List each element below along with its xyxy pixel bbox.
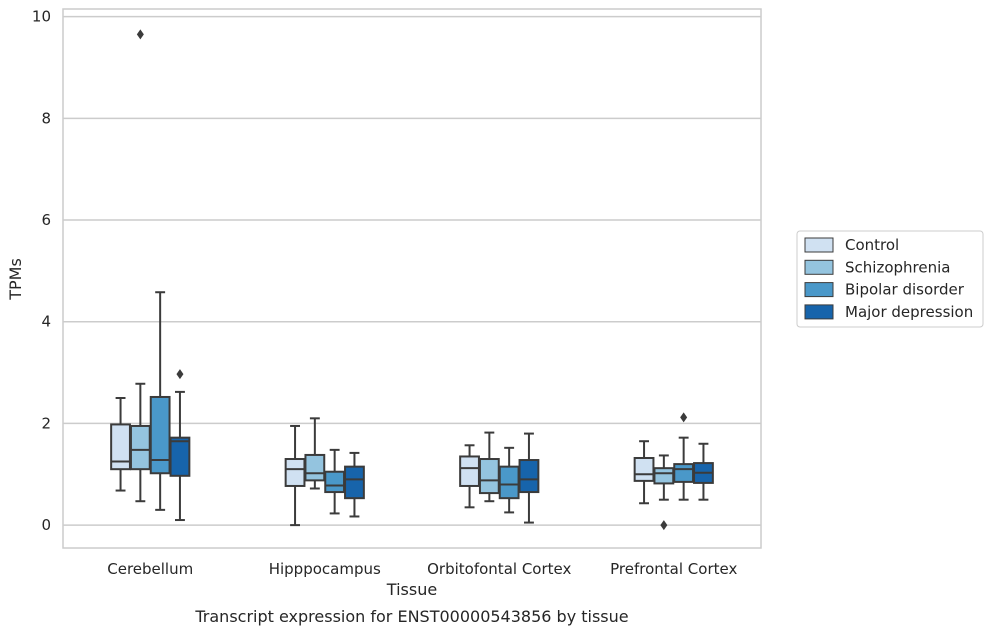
y-tick-label: 2: [41, 414, 51, 432]
plot-frame: [62, 8, 762, 549]
box-body: [149, 395, 171, 475]
box-group: [478, 431, 500, 503]
box-body: [459, 455, 480, 487]
box-group: [653, 454, 675, 531]
x-tick-label: Prefrontal Cortex: [610, 560, 737, 578]
box-body: [324, 470, 346, 494]
box-body: [169, 436, 191, 477]
outlier-point: [176, 369, 184, 380]
box-body: [633, 456, 655, 482]
outlier-point: [660, 520, 668, 531]
y-tick-label: 10: [32, 8, 51, 26]
box-group: [518, 432, 540, 524]
box-group: [284, 424, 306, 527]
legend-label: Major depression: [845, 303, 973, 321]
box-group: [498, 446, 520, 514]
x-tick-label: Orbitofontal Cortex: [427, 560, 571, 578]
box-group: [324, 448, 346, 515]
box-group: [129, 29, 151, 503]
box-group: [169, 369, 191, 522]
legend-label: Bipolar disorder: [845, 281, 965, 299]
box-body: [304, 453, 326, 482]
outlier-point: [136, 29, 144, 40]
box-body: [498, 465, 520, 500]
legend-label: Schizophrenia: [845, 258, 950, 276]
box-group: [693, 442, 714, 501]
box-body: [653, 467, 675, 485]
box-group: [459, 444, 480, 509]
box-body: [518, 459, 540, 494]
box-group: [673, 412, 695, 501]
legend: Control Schizophrenia Bipolar disorder Majo…: [796, 230, 984, 328]
box-group: [149, 291, 171, 511]
legend-label: Control: [845, 236, 899, 254]
legend-swatch: [804, 282, 834, 298]
box-groups: [110, 29, 714, 531]
box-body: [478, 458, 500, 495]
x-tick-label: Cerebellum: [107, 560, 193, 578]
x-axis-title: Tissue: [386, 580, 437, 599]
box-group: [304, 417, 326, 490]
box-group: [110, 396, 131, 492]
legend-swatch: [804, 259, 834, 275]
box-body: [284, 458, 306, 487]
box-group: [633, 440, 655, 505]
legend-frame: [796, 230, 984, 328]
x-tick-label: Hipppocampus: [269, 560, 381, 578]
legend-swatch: [804, 304, 834, 320]
y-axis-title: TPMs: [6, 258, 25, 301]
outlier-point: [680, 412, 688, 423]
box-body: [344, 465, 365, 500]
x-tick-labels: Cerebellum Hipppocampus Orbitofontal Corte…: [107, 560, 737, 578]
legend-swatch: [804, 237, 834, 253]
box-body: [129, 424, 151, 471]
box-body: [673, 463, 695, 483]
box-group: [344, 451, 365, 518]
y-tick-label: 6: [41, 211, 51, 229]
y-tick-label: 8: [41, 109, 51, 127]
y-tick-label: 4: [41, 313, 51, 331]
chart-caption: Transcript expression for ENST0000054385…: [194, 607, 628, 626]
y-tick-label: 0: [41, 516, 51, 534]
y-tick-labels: 0 2 4 6 8 10: [32, 8, 51, 534]
